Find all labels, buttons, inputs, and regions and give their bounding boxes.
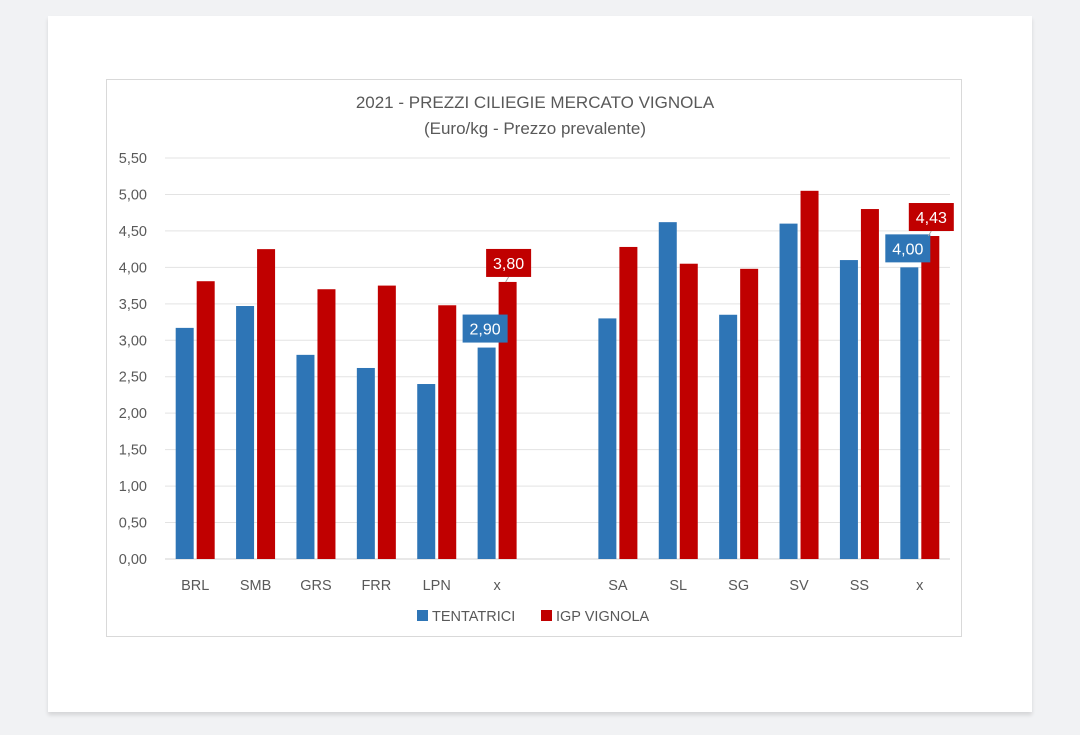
bar-tentatrici: [175, 327, 194, 559]
y-tick-label: 3,00: [119, 333, 147, 349]
bar-igp-vignola: [800, 190, 819, 560]
legend-swatch-igp-vignola: [541, 610, 552, 621]
data-label-box: [462, 314, 508, 343]
y-tick-label: 5,00: [119, 187, 147, 203]
data-label: 4,43: [916, 210, 947, 227]
data-label-box: [908, 203, 954, 232]
bar-igp-vignola: [317, 289, 336, 559]
y-tick-label: 2,00: [119, 406, 147, 422]
bar-igp-vignola: [257, 249, 276, 560]
x-tick-label: BRL: [181, 578, 209, 594]
data-label: 2,90: [470, 322, 501, 339]
legend-swatch-tentatrici: [417, 610, 428, 621]
x-tick-label: GRS: [300, 578, 331, 594]
bar-tentatrici: [356, 367, 375, 559]
bar-tentatrici: [236, 306, 255, 559]
data-label: 4,00: [892, 241, 923, 258]
y-tick-label: 4,00: [119, 260, 147, 276]
gridlines: [165, 157, 950, 560]
y-axis: 0,00 0,50 1,00 1,50 2,00 2,50 3,00 3,50 4,00 4,50…: [119, 151, 147, 568]
legend: TENTATRICI IGP VIGNOLA: [417, 609, 650, 625]
bar-igp-vignola: [498, 281, 517, 559]
y-tick-label: 1,50: [119, 443, 147, 459]
x-tick-label: x: [493, 578, 501, 594]
bars: [175, 190, 940, 560]
bar-tentatrici: [658, 222, 677, 559]
x-tick-label: SMB: [240, 578, 271, 594]
x-tick-label: LPN: [423, 578, 451, 594]
legend-label-igp-vignola: IGP VIGNOLA: [556, 609, 650, 625]
y-tick-label: 3,50: [119, 297, 147, 313]
bar-igp-vignola: [377, 285, 396, 559]
data-labels: 2,90 3,80 4,00 4,43: [462, 203, 954, 343]
bar-tentatrici: [296, 354, 315, 559]
x-tick-label: SS: [850, 578, 869, 594]
y-tick-label: 5,50: [119, 151, 147, 167]
bar-igp-vignola: [860, 209, 879, 559]
y-tick-label: 0,50: [119, 516, 147, 532]
y-tick-label: 2,50: [119, 370, 147, 386]
x-tick-label: SV: [789, 578, 809, 594]
data-label: 3,80: [493, 256, 524, 273]
x-axis: BRL SMB GRS FRR LPN x SA SL SG SV SS x: [181, 578, 924, 594]
bar-igp-vignola: [196, 281, 215, 559]
data-label-leader-line: [505, 276, 510, 283]
y-tick-label: 1,00: [119, 479, 147, 495]
x-tick-label: SA: [608, 578, 628, 594]
legend-label-tentatrici: TENTATRICI: [432, 609, 515, 625]
x-tick-label: FRR: [361, 578, 391, 594]
data-label-leader-line: [927, 230, 932, 237]
data-label-box: [885, 234, 931, 263]
data-label-box: [486, 248, 532, 277]
chart-subtitle: (Euro/kg - Prezzo prevalente): [424, 119, 646, 138]
bar-tentatrici: [779, 223, 798, 560]
bar-tentatrici: [417, 384, 436, 559]
bar-tentatrici: [719, 314, 738, 559]
chart-title: 2021 - PREZZI CILIEGIE MERCATO VIGNOLA: [356, 93, 715, 112]
bar-tentatrici: [839, 260, 858, 559]
bar-tentatrici: [477, 347, 496, 559]
y-tick-label: 4,50: [119, 224, 147, 240]
bar-igp-vignola: [619, 246, 638, 559]
bar-igp-vignola: [921, 236, 940, 559]
bar-igp-vignola: [438, 305, 457, 559]
x-tick-label: SG: [728, 578, 749, 594]
x-tick-label: SL: [669, 578, 687, 594]
bar-tentatrici: [598, 318, 617, 559]
x-tick-label: x: [916, 578, 924, 594]
bar-tentatrici: [900, 267, 919, 559]
bar-igp-vignola: [679, 263, 698, 559]
y-tick-label: 0,00: [119, 552, 147, 568]
bar-igp-vignola: [740, 268, 759, 559]
